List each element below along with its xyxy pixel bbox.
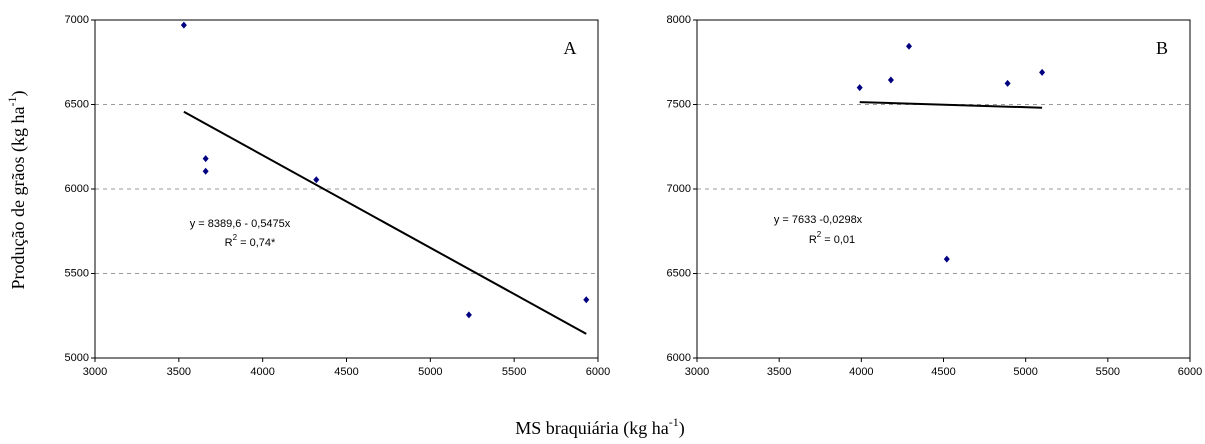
y-label-text: Produção de grãos (kg ha <box>8 107 29 290</box>
point <box>1004 79 1011 87</box>
point <box>202 167 209 175</box>
r2-sup: 2 <box>233 233 238 242</box>
x-tick-label: 6000 <box>586 366 610 378</box>
x-tick-label: 5000 <box>1013 366 1037 378</box>
point <box>887 76 894 84</box>
x-tick-label: 6000 <box>1178 366 1202 378</box>
y-tick-label: 5000 <box>65 352 89 364</box>
x-tick-label: 5500 <box>502 366 526 378</box>
r-squared: R2 = 0,74* <box>225 233 276 249</box>
point <box>905 42 912 50</box>
y-tick-label: 7000 <box>65 14 89 26</box>
panel-letter: B <box>1156 38 1168 58</box>
x-label-end: ) <box>679 418 685 439</box>
equation: y = 7633 -0,0298x <box>774 214 863 226</box>
x-tick-label: 3500 <box>767 366 791 378</box>
x-tick-label: 3000 <box>685 366 709 378</box>
point <box>180 21 187 29</box>
y-tick-label: 6500 <box>65 98 89 110</box>
r2-sup: 2 <box>817 230 822 239</box>
x-tick-label: 4000 <box>250 366 274 378</box>
point <box>313 176 320 184</box>
y-label-end: ) <box>8 91 29 97</box>
x-axis-label: MS braquiária (kg ha-1) <box>515 415 684 439</box>
plot-frame <box>94 19 599 359</box>
point <box>943 255 950 263</box>
x-tick-label: 5500 <box>1096 366 1120 378</box>
point <box>202 155 209 163</box>
point <box>583 296 590 304</box>
x-tick-label: 4000 <box>849 366 873 378</box>
y-tick-label: 8000 <box>667 14 691 26</box>
x-tick-label: 5000 <box>418 366 442 378</box>
y-tick-label: 7500 <box>667 98 691 110</box>
y-tick-label: 6000 <box>65 183 89 195</box>
y-axis-label: Produção de grãos (kg ha-1) <box>5 91 29 290</box>
trendline <box>183 110 587 335</box>
y-tick-label: 7000 <box>667 183 691 195</box>
r-squared: R2 = 0,01 <box>809 230 855 246</box>
y-tick-label: 6000 <box>667 352 691 364</box>
x-tick-label: 4500 <box>334 366 358 378</box>
x-label-text: MS braquiária (kg ha <box>515 418 668 439</box>
point <box>856 84 863 92</box>
x-tick-label: 3000 <box>83 366 107 378</box>
trendline <box>859 101 1043 109</box>
r2-pre: R <box>809 234 817 246</box>
y-tick-label: 5500 <box>65 267 89 279</box>
panel-letter: A <box>564 38 577 58</box>
y-label-sup: -1 <box>5 97 19 107</box>
r2-pre: R <box>225 237 233 249</box>
plot-frame <box>696 19 1191 359</box>
x-label-sup: -1 <box>669 415 679 429</box>
x-tick-label: 3500 <box>167 366 191 378</box>
x-tick-label: 4500 <box>931 366 955 378</box>
equation: y = 8389,6 - 0,5475x <box>190 218 291 230</box>
point <box>465 311 472 319</box>
r2-post: = 0,01 <box>821 234 855 246</box>
r2-post: = 0,74* <box>237 237 276 249</box>
point <box>1039 68 1046 76</box>
y-tick-label: 6500 <box>667 267 691 279</box>
